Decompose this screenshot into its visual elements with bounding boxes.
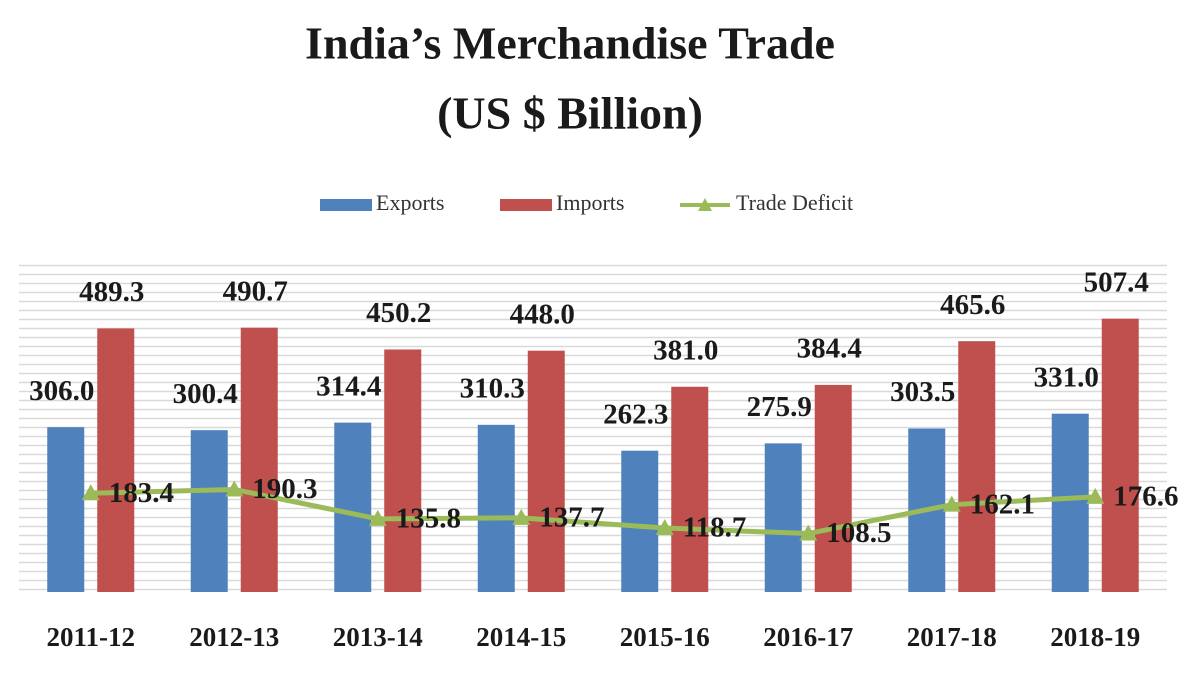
data-label: 465.6: [940, 289, 1005, 321]
data-label: 448.0: [510, 298, 575, 330]
data-label: 176.6: [1113, 481, 1178, 513]
data-label: 490.7: [223, 275, 288, 307]
legend-swatch: [320, 199, 372, 211]
line-marker: [225, 480, 244, 497]
chart-subtitle: (US $ Billion): [437, 88, 703, 139]
bar: [334, 422, 372, 592]
data-label: 275.9: [747, 391, 812, 423]
data-label: 300.4: [173, 378, 238, 410]
bar: [97, 328, 135, 592]
bar: [527, 350, 565, 592]
data-label: 190.3: [252, 473, 317, 505]
bar: [764, 443, 802, 592]
line-marker: [368, 509, 387, 526]
data-label: 489.3: [79, 276, 144, 308]
line-marker: [1086, 487, 1105, 504]
line-marker: [81, 484, 100, 501]
data-label: 303.5: [890, 376, 955, 408]
line-marker: [799, 524, 818, 541]
legend-label: Exports: [376, 190, 444, 215]
bar: [1051, 413, 1089, 592]
line-marker: [942, 495, 961, 512]
chart-title: India’s Merchandise Trade: [305, 18, 835, 69]
data-label: 118.7: [683, 512, 747, 544]
x-tick-label: 2015-16: [620, 622, 710, 652]
legend-label: Trade Deficit: [736, 190, 853, 215]
legend-marker: [698, 198, 712, 211]
x-tick-label: 2013-14: [333, 622, 423, 652]
x-tick-label: 2018-19: [1050, 622, 1140, 652]
data-label: 137.7: [539, 501, 604, 533]
x-tick-label: 2016-17: [763, 622, 853, 652]
bar: [477, 424, 515, 592]
x-tick-label: 2011-12: [46, 622, 135, 652]
data-label: 306.0: [29, 375, 94, 407]
line-marker: [512, 508, 531, 525]
data-label: 262.3: [603, 398, 668, 430]
bar: [240, 327, 278, 592]
data-label: 384.4: [797, 333, 862, 365]
data-label: 108.5: [826, 517, 891, 549]
bar: [384, 349, 422, 592]
line-marker: [655, 519, 674, 536]
data-label: 450.2: [366, 297, 431, 329]
bar: [958, 341, 996, 592]
data-label: 183.4: [109, 477, 174, 509]
bar: [47, 427, 85, 592]
data-label: 381.0: [653, 334, 718, 366]
data-label: 310.3: [460, 372, 525, 404]
data-label: 162.1: [970, 488, 1035, 520]
data-label: 507.4: [1084, 266, 1149, 298]
bar: [671, 386, 709, 592]
x-tick-label: 2012-13: [189, 622, 279, 652]
x-tick-label: 2014-15: [476, 622, 566, 652]
data-label: 135.8: [396, 502, 461, 534]
bar: [621, 450, 659, 592]
bar: [190, 430, 228, 592]
line: [90, 486, 1096, 537]
legend-label: Imports: [556, 190, 624, 215]
legend-swatch: [500, 199, 552, 211]
bar: [814, 384, 852, 592]
x-tick-label: 2017-18: [907, 622, 997, 652]
data-label: 331.0: [1034, 361, 1099, 393]
data-label: 314.4: [316, 370, 381, 402]
bar: [1101, 318, 1139, 592]
